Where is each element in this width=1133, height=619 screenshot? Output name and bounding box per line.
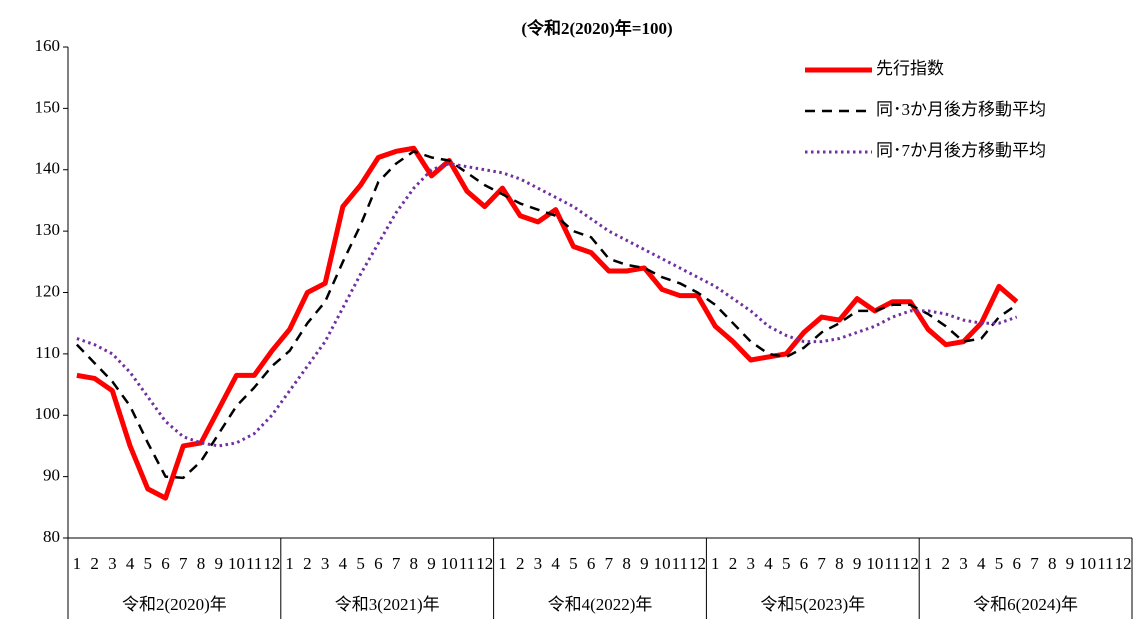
x-tick-label: 9: [427, 554, 436, 573]
x-tick-label: 10: [228, 554, 245, 573]
y-tick-label: 120: [35, 281, 61, 300]
y-tick-label: 160: [35, 36, 61, 55]
x-tick-label: 5: [144, 554, 153, 573]
x-tick-label: 4: [551, 554, 560, 573]
x-tick-label: 9: [853, 554, 862, 573]
series-line: [76, 145, 1019, 501]
year-label: 令和4(2022)年: [548, 595, 653, 614]
x-tick-label: 11: [1097, 554, 1113, 573]
y-tick-label: 80: [43, 527, 60, 546]
x-tick-label: 12: [476, 554, 493, 573]
x-tick-label: 3: [321, 554, 330, 573]
legend-label: 同･3か月後方移動平均: [876, 100, 1046, 119]
x-tick-label: 1: [285, 554, 294, 573]
x-tick-label: 8: [835, 554, 844, 573]
x-tick-label: 6: [374, 554, 383, 573]
year-label: 令和2(2020)年: [122, 595, 227, 614]
x-tick-label: 2: [90, 554, 99, 573]
x-tick-label: 4: [126, 554, 135, 573]
x-tick-label: 9: [640, 554, 649, 573]
x-tick-label: 3: [959, 554, 968, 573]
x-tick-label: 4: [764, 554, 773, 573]
x-tick-label: 7: [605, 554, 614, 573]
x-tick-label: 12: [902, 554, 919, 573]
x-tick-label: 3: [534, 554, 543, 573]
x-tick-label: 6: [587, 554, 596, 573]
x-tick-label: 6: [800, 554, 809, 573]
x-tick-label: 5: [569, 554, 578, 573]
x-tick-label: 10: [866, 554, 883, 573]
y-tick-label: 130: [35, 220, 61, 239]
x-tick-label: 3: [746, 554, 755, 573]
x-tick-label: 12: [263, 554, 280, 573]
x-tick-label: 6: [1012, 554, 1021, 573]
x-tick-label: 2: [516, 554, 525, 573]
x-tick-label: 8: [410, 554, 419, 573]
year-label: 令和5(2023)年: [760, 595, 865, 614]
x-tick-label: 10: [654, 554, 671, 573]
chart-title: (令和2(2020)年=100): [521, 18, 672, 38]
x-tick-label: 2: [303, 554, 312, 573]
x-tick-label: 7: [817, 554, 826, 573]
x-tick-label: 10: [1079, 554, 1096, 573]
x-tick-label: 6: [161, 554, 170, 573]
year-label: 令和3(2021)年: [335, 595, 440, 614]
legend-label: 先行指数: [876, 59, 944, 78]
y-tick-label: 140: [35, 159, 61, 178]
x-tick-label: 11: [884, 554, 900, 573]
x-tick-label: 5: [356, 554, 365, 573]
x-tick-label: 9: [1066, 554, 1075, 573]
x-tick-label: 3: [108, 554, 117, 573]
y-tick-label: 150: [35, 97, 61, 116]
x-tick-label: 4: [339, 554, 348, 573]
x-tick-label: 5: [995, 554, 1004, 573]
x-tick-label: 12: [689, 554, 706, 573]
x-tick-label: 2: [729, 554, 738, 573]
x-tick-label: 7: [392, 554, 401, 573]
x-tick-label: 8: [622, 554, 631, 573]
x-tick-label: 1: [711, 554, 720, 573]
x-tick-label: 12: [1115, 554, 1132, 573]
x-tick-label: 8: [197, 554, 206, 573]
x-tick-label: 1: [73, 554, 82, 573]
x-tick-label: 7: [1030, 554, 1039, 573]
x-tick-label: 8: [1048, 554, 1057, 573]
x-tick-label: 1: [498, 554, 507, 573]
series-line: [75, 150, 1018, 480]
y-tick-label: 100: [35, 404, 61, 423]
y-tick-label: 110: [35, 343, 60, 362]
x-tick-label: 9: [214, 554, 223, 573]
x-tick-label: 1: [924, 554, 933, 573]
series-line: [76, 162, 1018, 448]
x-tick-label: 7: [179, 554, 188, 573]
x-tick-label: 5: [782, 554, 791, 573]
x-tick-label: 10: [441, 554, 458, 573]
x-tick-label: 11: [672, 554, 688, 573]
x-tick-label: 11: [459, 554, 475, 573]
x-tick-label: 11: [246, 554, 262, 573]
y-tick-label: 90: [43, 466, 60, 485]
legend-label: 同･7か月後方移動平均: [876, 141, 1046, 160]
year-label: 令和6(2024)年: [973, 595, 1078, 614]
x-tick-label: 2: [942, 554, 951, 573]
x-tick-label: 4: [977, 554, 986, 573]
